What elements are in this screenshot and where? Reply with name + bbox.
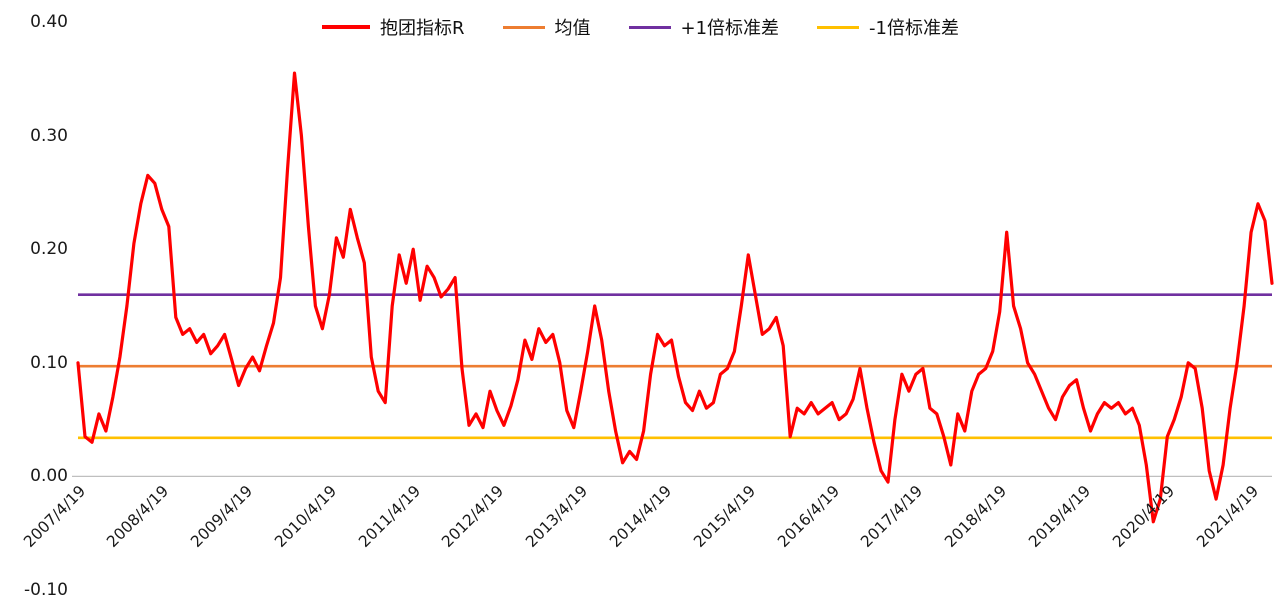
y-axis-label: 0.00 bbox=[30, 466, 68, 487]
y-axis-label: 0.40 bbox=[30, 12, 68, 32]
legend-item-series-r: 抱团指标R bbox=[321, 14, 465, 40]
legend-line-swatch-yellow bbox=[817, 25, 860, 29]
legend-line-swatch-red bbox=[321, 25, 370, 29]
chart-legend: 抱团指标R 均值 +1倍标准差 -1倍标准差 bbox=[0, 14, 1281, 40]
series-line-r bbox=[76, 71, 1274, 524]
y-axis-label: 0.20 bbox=[30, 239, 68, 260]
legend-item-minus-1sd: -1倍标准差 bbox=[817, 14, 959, 40]
legend-label-minus-1sd: -1倍标准差 bbox=[869, 18, 959, 39]
legend-label-mean: 均值 bbox=[554, 18, 591, 39]
legend-line-swatch-orange bbox=[502, 25, 545, 29]
legend-label-series-r: 抱团指标R bbox=[379, 18, 465, 39]
y-axis-label: 0.30 bbox=[30, 125, 68, 146]
y-axis-label: -0.10 bbox=[24, 580, 68, 600]
legend-label-plus-1sd: +1倍标准差 bbox=[680, 18, 780, 39]
legend-item-plus-1sd: +1倍标准差 bbox=[628, 14, 780, 40]
legend-item-mean: 均值 bbox=[502, 14, 591, 40]
y-axis-label: 0.10 bbox=[30, 352, 68, 373]
legend-line-swatch-purple bbox=[628, 25, 671, 29]
